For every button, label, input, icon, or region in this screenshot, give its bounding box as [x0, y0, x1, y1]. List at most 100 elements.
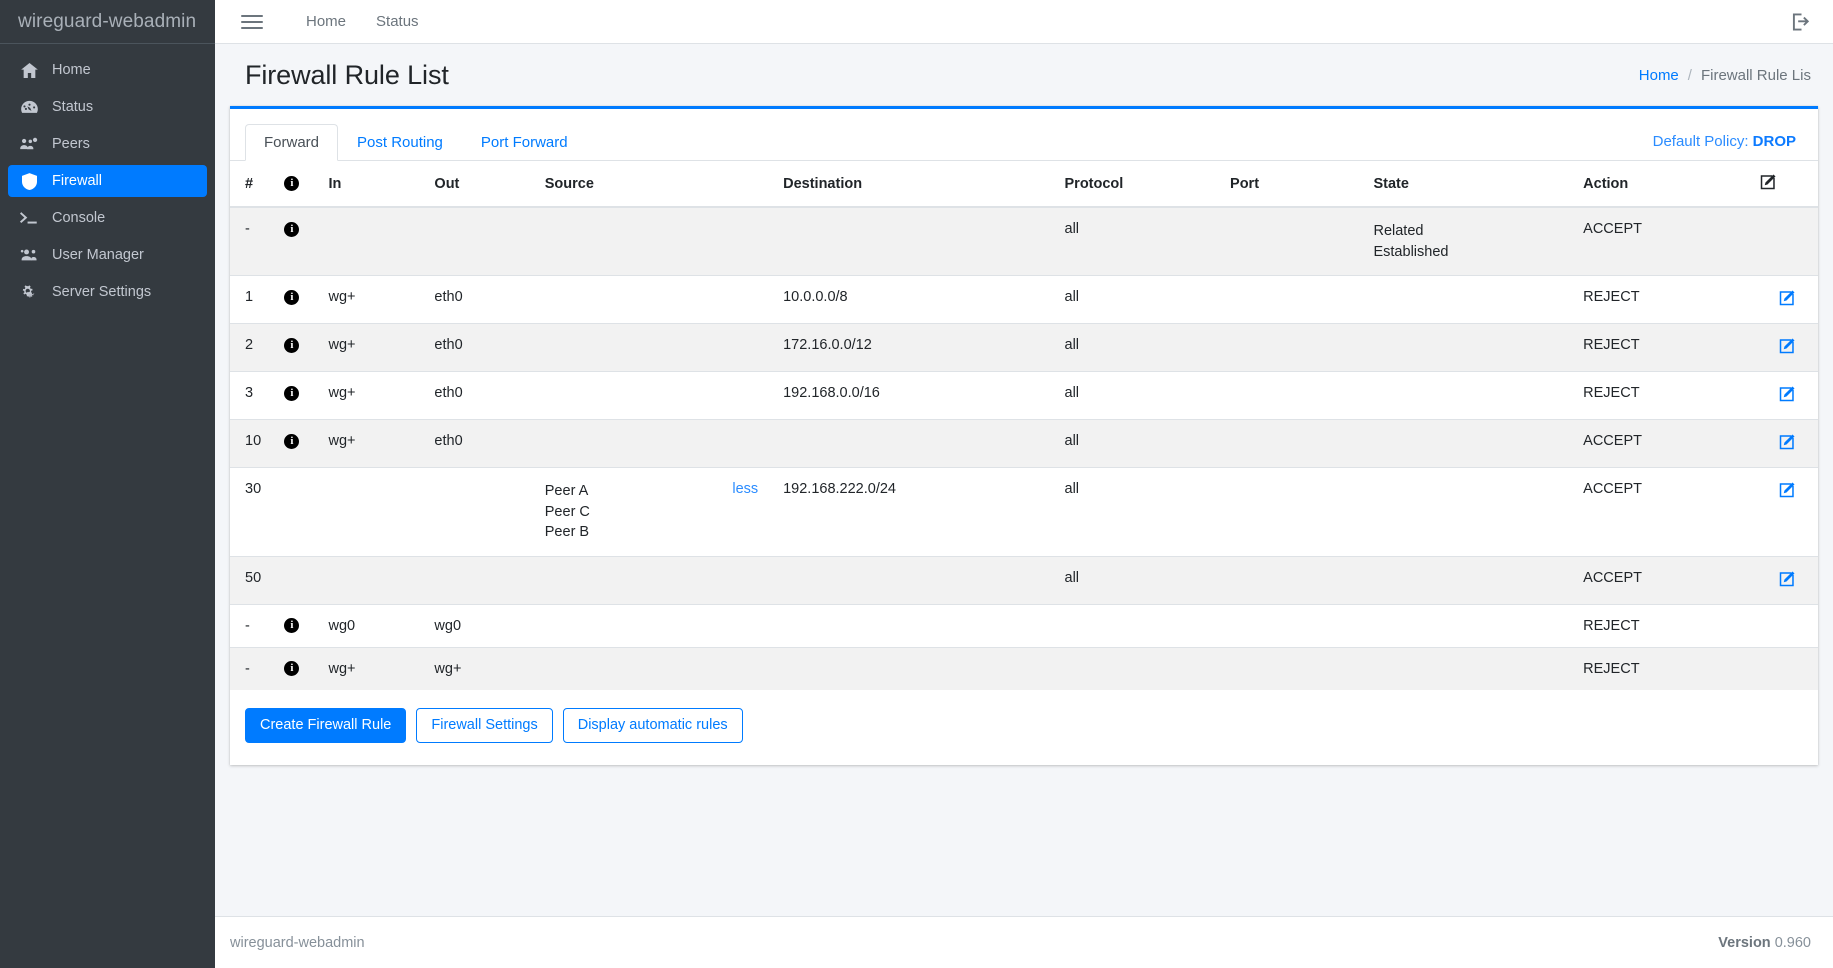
sidebar-item-label: Status: [52, 99, 94, 115]
col-header-destination: Destination: [775, 161, 1057, 208]
cell-action: ACCEPT: [1575, 555, 1752, 604]
cell-edit: [1751, 603, 1818, 647]
cell-port: [1222, 206, 1366, 276]
cell-info: i: [276, 275, 321, 324]
card-header: Forward Post Routing Port Forward Defaul…: [230, 109, 1818, 161]
info-icon[interactable]: i: [284, 433, 300, 449]
default-policy-value: DROP: [1752, 133, 1796, 150]
logout-icon[interactable]: [1792, 12, 1811, 31]
cell-out: eth0: [426, 371, 537, 420]
info-icon[interactable]: i: [284, 385, 300, 401]
cell-protocol: all: [1056, 419, 1223, 468]
firewall-settings-button[interactable]: Firewall Settings: [416, 707, 553, 743]
tab-list: Forward Post Routing Port Forward: [245, 124, 587, 161]
create-firewall-rule-button[interactable]: Create Firewall Rule: [245, 707, 407, 743]
edit-icon[interactable]: [1779, 337, 1796, 358]
cell-less: [724, 206, 776, 276]
tab-post-routing[interactable]: Post Routing: [357, 134, 443, 151]
cell-edit: [1751, 323, 1818, 372]
sidebar-item-label: Peers: [52, 136, 90, 152]
navbar-link-home[interactable]: Home: [306, 13, 347, 30]
gears-icon: [18, 283, 40, 301]
tab-port-forward[interactable]: Port Forward: [480, 134, 568, 151]
cell-destination: [775, 206, 1057, 276]
cell-protocol: all: [1056, 371, 1223, 420]
info-icon[interactable]: i: [284, 176, 300, 192]
home-icon: [18, 61, 40, 79]
cell-source: [536, 371, 725, 420]
navbar-link-status[interactable]: Status: [376, 13, 419, 30]
source-peer: Peer A: [544, 483, 589, 499]
col-header-edit: [1751, 161, 1818, 208]
sidebar-item-home[interactable]: Home: [8, 54, 207, 86]
sidebar-item-user-manager[interactable]: User Manager: [8, 239, 207, 271]
cell-source: [536, 275, 725, 324]
sidebar-item-firewall[interactable]: Firewall: [8, 165, 207, 197]
default-policy[interactable]: Default Policy: DROP: [1653, 133, 1796, 160]
info-icon[interactable]: i: [284, 289, 300, 305]
cell-edit: [1751, 555, 1818, 604]
col-header-state: State: [1365, 161, 1576, 208]
cell-num: -: [230, 603, 277, 647]
table-row: - i wg+ wg+ REJECT: [230, 646, 1818, 690]
cell-less: [724, 555, 776, 604]
sidebar-nav: Home Status Peers: [0, 44, 215, 313]
edit-icon[interactable]: [1779, 481, 1796, 502]
sidebar: wireguard-webadmin Home Status: [0, 0, 215, 968]
cell-protocol: all: [1056, 323, 1223, 372]
col-header-info: i: [276, 161, 321, 208]
table-row: 30 Peer A Peer C Peer B less 192.168.222.0/24…: [230, 467, 1818, 556]
sidebar-item-status[interactable]: Status: [8, 91, 207, 123]
breadcrumb-home-link[interactable]: Home: [1638, 66, 1679, 84]
cell-edit: [1751, 206, 1818, 276]
cell-out: [426, 206, 537, 276]
table-row: 3 i wg+ eth0 192.168.0.0/16 all REJECT: [230, 371, 1818, 420]
cell-port: [1222, 603, 1366, 647]
info-icon[interactable]: i: [284, 337, 300, 353]
cell-action: REJECT: [1575, 323, 1752, 372]
tab-forward[interactable]: Forward: [245, 124, 339, 161]
cell-edit: [1751, 419, 1818, 468]
sidebar-item-server-settings[interactable]: Server Settings: [8, 276, 207, 308]
cell-source: [536, 603, 725, 647]
less-link[interactable]: less: [732, 481, 759, 497]
edit-icon[interactable]: [1779, 289, 1796, 310]
sidebar-item-peers[interactable]: Peers: [8, 128, 207, 160]
cell-edit: [1751, 371, 1818, 420]
cell-in: wg+: [320, 371, 427, 420]
cell-info: [276, 467, 321, 556]
info-icon[interactable]: i: [284, 661, 300, 677]
edit-icon[interactable]: [1779, 570, 1796, 591]
cell-info: i: [276, 323, 321, 372]
table-head: # i In Out Source Destination Protocol P…: [230, 161, 1818, 208]
cell-less: [724, 323, 776, 372]
cell-info: i: [276, 371, 321, 420]
cell-in: wg+: [320, 275, 427, 324]
sidebar-item-label: Firewall: [52, 173, 102, 189]
cell-info: i: [276, 603, 321, 647]
cell-action: ACCEPT: [1575, 467, 1752, 556]
edit-icon[interactable]: [1760, 173, 1777, 194]
cell-destination: [775, 646, 1057, 690]
display-automatic-rules-button[interactable]: Display automatic rules: [562, 707, 743, 743]
cell-out: [426, 467, 537, 556]
col-header-action: Action: [1575, 161, 1752, 208]
sidebar-item-console[interactable]: Console: [8, 202, 207, 234]
footer-version: Version 0.960: [1718, 935, 1811, 951]
cell-num: -: [230, 206, 277, 276]
cell-destination: 192.168.0.0/16: [775, 371, 1057, 420]
breadcrumb-separator: /: [1687, 66, 1692, 84]
cell-port: [1222, 275, 1366, 324]
peers-icon: [18, 135, 40, 153]
cell-state: [1365, 467, 1576, 556]
edit-icon[interactable]: [1779, 385, 1796, 406]
cell-protocol: all: [1056, 275, 1223, 324]
hamburger-icon[interactable]: [241, 11, 263, 33]
cell-port: [1222, 419, 1366, 468]
info-icon[interactable]: i: [284, 618, 300, 634]
table-row: 1 i wg+ eth0 10.0.0.0/8 all REJECT: [230, 275, 1818, 324]
info-icon[interactable]: i: [284, 221, 300, 237]
cell-num: 50: [230, 555, 277, 604]
edit-icon[interactable]: [1779, 433, 1796, 454]
